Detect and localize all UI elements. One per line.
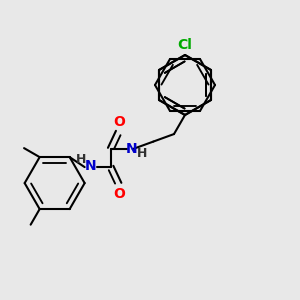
Text: H: H xyxy=(136,147,147,160)
Text: O: O xyxy=(114,187,126,201)
Text: Cl: Cl xyxy=(178,38,192,52)
Text: N: N xyxy=(85,159,97,173)
Text: H: H xyxy=(76,153,86,166)
Text: N: N xyxy=(126,142,137,156)
Text: O: O xyxy=(114,115,126,129)
